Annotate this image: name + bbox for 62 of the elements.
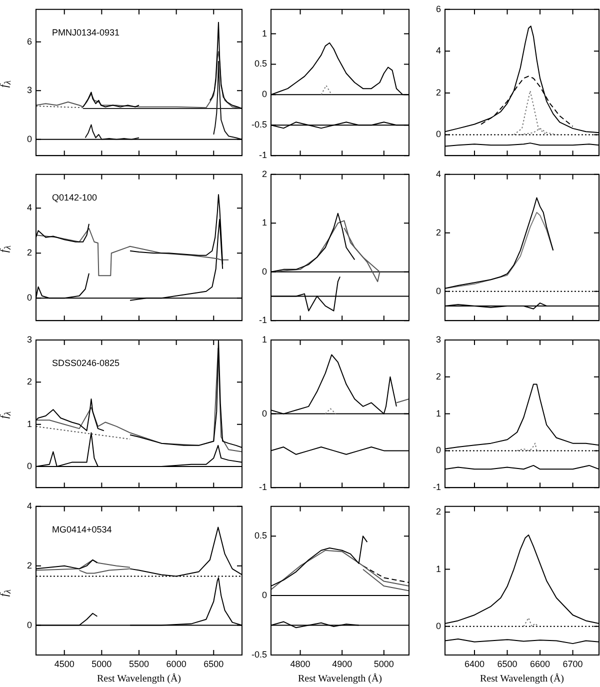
x-tick-label: 6500 [497,658,518,669]
x-axis-title: Rest Wavelength (Å) [97,672,181,685]
y-tick-label: 2 [26,248,32,258]
annotation: PMNJ0134-0931 [52,27,120,38]
x-tick-label: 6000 [166,658,186,669]
y-tick-label: 3 [436,334,441,344]
y-tick-label: 0 [262,89,267,100]
y-tick-label: 0 [262,590,267,600]
y-tick-label: 0 [26,292,32,303]
x-tick-label: 6700 [562,658,583,669]
x-tick-label: 6400 [464,658,485,669]
y-tick-label: 0 [26,620,32,630]
y-tick-label: 3 [26,85,32,96]
annotation: SDSS0246-0825 [52,358,120,368]
y-tick-label: 0 [436,445,441,456]
y-tick-label: 1 [436,408,441,418]
y-tick-label: -0.5 [251,649,267,660]
y-tick-label: -1 [258,482,267,492]
y-tick-label: 3 [26,334,32,344]
y-tick-label: 0 [436,286,441,296]
y-tick-label: 1 [262,218,267,228]
y-tick-label: 2 [436,371,441,382]
y-tick-label: 6 [436,4,441,14]
y-tick-label: 2 [436,87,441,98]
annotation: MG0414+0534 [52,524,112,534]
y-tick-label: -0.5 [251,120,267,130]
y-tick-label: -1 [258,150,267,160]
y-tick-label: 4 [26,202,32,213]
y-tick-label: 2 [436,506,441,517]
y-tick-label: 0 [436,129,441,140]
x-axis-title: Rest Wavelength (Å) [480,672,564,685]
x-tick-label: 4900 [332,658,352,669]
x-tick-label: 5000 [92,658,112,669]
x-tick-label: 6500 [204,658,224,669]
x-tick-label: 5500 [128,658,150,669]
y-tick-label: 1 [262,28,267,38]
y-tick-label: 0 [262,408,267,418]
y-tick-label: 1 [262,334,267,344]
y-tick-label: 1 [26,418,32,429]
y-tick-label: 0 [262,266,267,276]
y-tick-label: 0 [26,134,32,144]
y-tick-label: 4 [26,500,32,511]
y-tick-label: 0 [26,461,32,471]
y-tick-label: -1 [432,482,441,492]
y-tick-label: 0.5 [254,530,267,541]
x-tick-label: 5000 [374,658,394,669]
x-tick-label: 6600 [530,658,550,669]
x-tick-label: 4800 [290,658,310,669]
y-tick-label: 2 [262,168,267,179]
y-tick-label: 0 [436,620,441,631]
y-tick-label: 2 [26,560,32,570]
x-axis-title: Rest Wavelength (Å) [298,672,382,685]
x-tick-label: 4500 [54,658,74,669]
y-tick-label: 2 [26,376,32,387]
y-tick-label: 4 [436,46,441,56]
y-tick-label: 6 [26,36,32,46]
y-tick-label: 0.5 [254,58,267,69]
y-tick-label: 1 [436,564,441,574]
y-tick-label: 4 [436,168,441,179]
y-tick-label: 2 [436,227,441,238]
y-tick-label: -1 [258,315,267,326]
annotation: Q0142-100 [52,192,98,202]
